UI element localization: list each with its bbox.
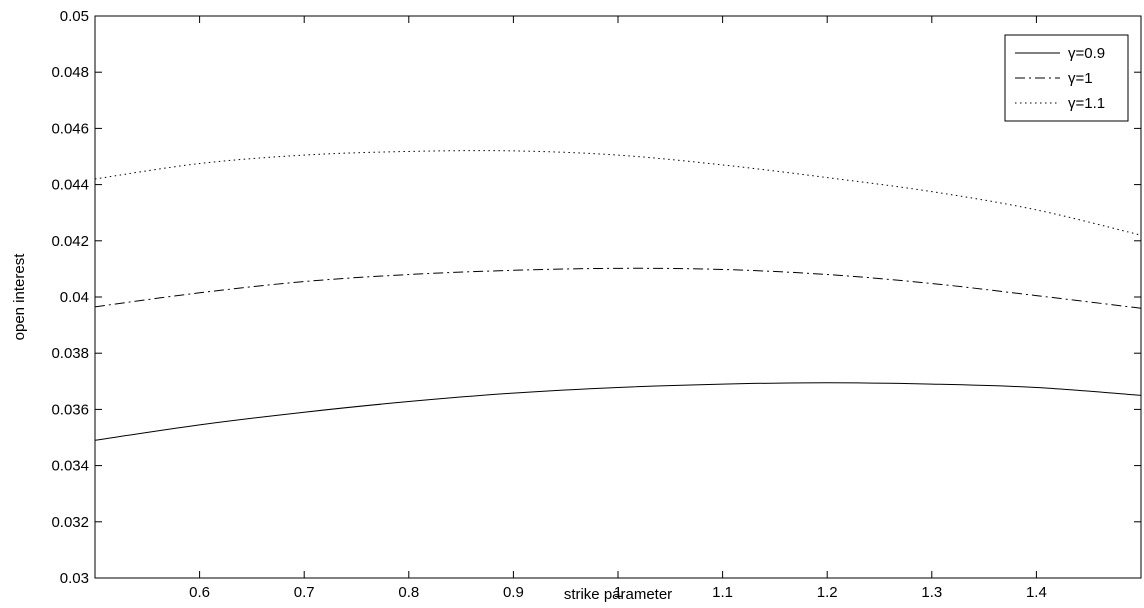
x-tick-label: 0.9 [503, 584, 524, 601]
x-tick-label: 0.6 [189, 584, 210, 601]
y-axis-label: open interest [11, 253, 28, 341]
y-tick-label: 0.042 [51, 233, 89, 250]
legend-box [1004, 34, 1129, 122]
x-tick-label: 1 [614, 584, 622, 601]
y-tick-label: 0.044 [51, 177, 89, 194]
plot-area [94, 15, 1142, 579]
y-tick-label: 0.048 [51, 64, 89, 81]
y-tick-label: 0.038 [51, 345, 89, 362]
y-tick-label: 0.05 [60, 8, 89, 25]
legend-label-3: γ=1.1 [1068, 95, 1105, 112]
x-tick-label: 1.4 [1026, 584, 1047, 601]
y-tick-label: 0.046 [51, 120, 89, 137]
x-tick-label: 1.1 [712, 584, 733, 601]
y-tick-label: 0.032 [51, 514, 89, 531]
x-tick-label: 1.2 [817, 584, 838, 601]
x-tick-label: 0.7 [294, 584, 315, 601]
x-axis-label: strike parameter [564, 586, 672, 603]
axis-ticks: 0.03 0.032 0.034 0.036 0.038 0.04 0.042 0.044 0.… [51, 8, 1141, 601]
x-tick-label: 1.3 [921, 584, 942, 601]
y-tick-label: 0.036 [51, 401, 89, 418]
y-tick-label: 0.04 [60, 289, 89, 306]
legend-label-1: γ=0.9 [1068, 45, 1105, 62]
legend: γ=0.9 γ=1 γ=1.1 [1004, 34, 1129, 122]
legend-label-2: γ=1 [1068, 70, 1093, 87]
y-tick-label: 0.03 [60, 570, 89, 587]
y-tick-label: 0.034 [51, 458, 89, 475]
series-lines [94, 150, 1142, 441]
x-tick-label: 0.8 [398, 584, 419, 601]
series-line-2 [94, 267, 1142, 309]
series-line-1 [94, 382, 1142, 441]
